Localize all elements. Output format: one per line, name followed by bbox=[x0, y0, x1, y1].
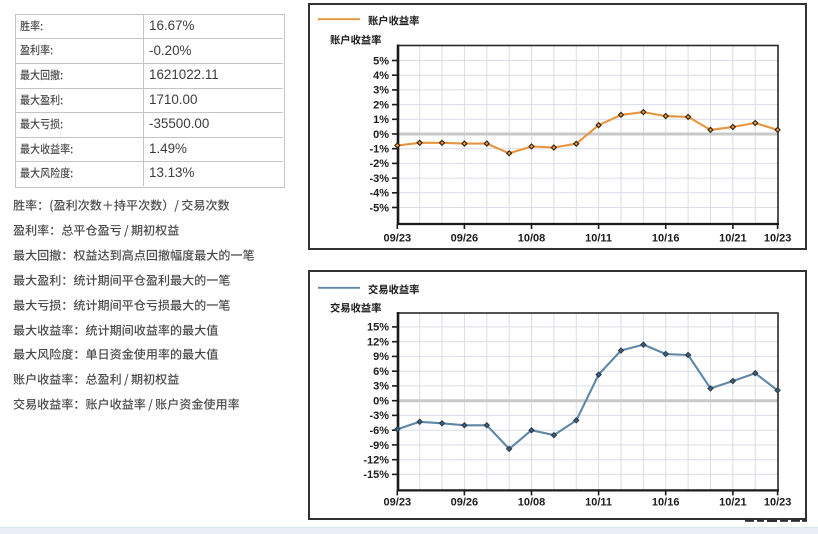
svg-text:-0.20%: -0.20% bbox=[149, 43, 192, 58]
svg-text:-2%: -2% bbox=[369, 158, 389, 170]
svg-text:10/21: 10/21 bbox=[719, 497, 747, 509]
svg-text:0%: 0% bbox=[373, 129, 389, 141]
svg-text:0%: 0% bbox=[373, 396, 389, 408]
svg-text:3%: 3% bbox=[373, 85, 389, 97]
svg-text:9%: 9% bbox=[373, 351, 389, 363]
svg-text:13.13%: 13.13% bbox=[149, 165, 195, 180]
svg-text:09/23: 09/23 bbox=[384, 497, 412, 509]
svg-text:-6%: -6% bbox=[369, 425, 389, 437]
svg-text:1710.00: 1710.00 bbox=[149, 92, 197, 107]
svg-text:-9%: -9% bbox=[369, 440, 389, 452]
svg-text:3%: 3% bbox=[373, 381, 389, 393]
svg-text:09/26: 09/26 bbox=[451, 232, 479, 244]
svg-text:10/23: 10/23 bbox=[764, 497, 792, 509]
svg-text:-3%: -3% bbox=[369, 173, 389, 185]
svg-text:-3%: -3% bbox=[369, 410, 389, 422]
svg-text:10/16: 10/16 bbox=[652, 232, 680, 244]
svg-text:5%: 5% bbox=[373, 55, 389, 67]
svg-text:1621022.11: 1621022.11 bbox=[149, 67, 219, 82]
svg-text:10/11: 10/11 bbox=[585, 497, 612, 509]
svg-text:09/26: 09/26 bbox=[451, 497, 479, 509]
svg-text:12%: 12% bbox=[367, 337, 389, 349]
svg-text:-5%: -5% bbox=[369, 202, 389, 214]
svg-text:15%: 15% bbox=[367, 322, 389, 334]
svg-text:10/16: 10/16 bbox=[652, 497, 680, 509]
svg-text:09/23: 09/23 bbox=[384, 232, 412, 244]
svg-text:16.67%: 16.67% bbox=[149, 18, 195, 33]
svg-text:-35500.00: -35500.00 bbox=[149, 116, 209, 131]
svg-text:-12%: -12% bbox=[363, 455, 389, 467]
svg-text:1%: 1% bbox=[373, 114, 389, 126]
svg-text:2%: 2% bbox=[373, 99, 389, 111]
svg-text:-1%: -1% bbox=[369, 144, 389, 156]
svg-text:10/08: 10/08 bbox=[518, 232, 546, 244]
svg-text:6%: 6% bbox=[373, 366, 389, 378]
svg-text:-15%: -15% bbox=[363, 469, 389, 481]
svg-text:10/11: 10/11 bbox=[585, 232, 612, 244]
svg-text:10/08: 10/08 bbox=[518, 497, 546, 509]
svg-text:4%: 4% bbox=[373, 70, 389, 82]
svg-text:1.49%: 1.49% bbox=[149, 141, 187, 156]
svg-text:10/21: 10/21 bbox=[719, 232, 747, 244]
svg-text:-4%: -4% bbox=[369, 188, 389, 200]
svg-text:10/23: 10/23 bbox=[764, 232, 792, 244]
